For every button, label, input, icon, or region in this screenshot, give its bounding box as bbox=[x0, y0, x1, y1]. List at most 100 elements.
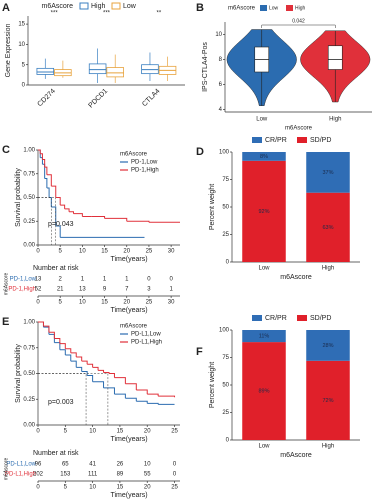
survival-step bbox=[81, 370, 88, 376]
risk-count: 26 bbox=[117, 462, 124, 468]
x-tick-label: 10 bbox=[89, 429, 96, 435]
survival-step bbox=[87, 363, 94, 368]
y-tick-label: 25 bbox=[222, 410, 229, 416]
survival-step bbox=[109, 373, 115, 378]
x-tick-label: 10 bbox=[79, 249, 86, 255]
x-tick-label: 15 bbox=[117, 429, 124, 435]
x-tick-label: 20 bbox=[144, 485, 151, 491]
y-tick-label: 75 bbox=[222, 177, 229, 183]
bar-segment bbox=[306, 360, 350, 440]
survival-step bbox=[114, 377, 126, 384]
risk-count: 89 bbox=[117, 472, 124, 478]
y-tick-label: 1.00 bbox=[23, 148, 35, 154]
risk-row-label: PD-1,Low bbox=[10, 277, 37, 283]
risk-count: 52 bbox=[35, 287, 42, 293]
survival-step bbox=[92, 381, 105, 388]
survival-step bbox=[125, 383, 137, 390]
value-label: 8% bbox=[260, 154, 268, 160]
survival-step bbox=[54, 342, 61, 350]
risk-count: 9 bbox=[103, 287, 107, 293]
survival-step bbox=[76, 356, 83, 362]
legend-label: Low bbox=[269, 5, 279, 11]
x-tick-label: 20 bbox=[123, 300, 130, 306]
x-tick-label: 0 bbox=[36, 429, 40, 435]
y-tick-label: 15 bbox=[18, 22, 25, 28]
survival-step bbox=[87, 375, 94, 382]
y-tick-label: 0 bbox=[22, 83, 26, 89]
survival-step bbox=[104, 217, 128, 222]
risk-count: 111 bbox=[88, 472, 98, 478]
survival-step bbox=[91, 216, 106, 219]
median-line bbox=[38, 197, 56, 245]
y-tick-label: 6 bbox=[219, 82, 223, 88]
x-axis-label: m6Ascore bbox=[280, 452, 312, 459]
legend-swatch bbox=[79, 2, 89, 10]
survival-step bbox=[48, 331, 55, 339]
x-tick-label: 25 bbox=[146, 249, 153, 255]
y-tick-label: 0.75 bbox=[23, 345, 35, 351]
y-axis-label: Percent weight bbox=[209, 362, 216, 408]
y-tick-label: 0 bbox=[226, 260, 230, 266]
bar-segment bbox=[242, 160, 286, 262]
risk-count: 0 bbox=[173, 462, 177, 468]
panel-label: E bbox=[2, 316, 9, 328]
panel-label: B bbox=[196, 2, 204, 14]
survival-step bbox=[44, 178, 48, 188]
risk-count: 3 bbox=[147, 287, 151, 293]
survival-step bbox=[49, 197, 52, 207]
x-tick-label: 0 bbox=[36, 249, 40, 255]
survival-step bbox=[158, 395, 176, 398]
bar-segment bbox=[306, 152, 350, 193]
x-tick-label: 25 bbox=[171, 485, 178, 491]
y-tick-label: 50 bbox=[222, 205, 229, 211]
y-axis-label: Survival probability bbox=[15, 344, 22, 403]
box bbox=[88, 63, 107, 75]
value-label: 37% bbox=[322, 170, 333, 176]
x-tick-label: 10 bbox=[89, 485, 96, 491]
y-tick-label: 75 bbox=[222, 355, 229, 361]
risk-count: 55 bbox=[144, 472, 151, 478]
risk-count: 10 bbox=[144, 462, 151, 468]
survival-step bbox=[69, 211, 74, 214]
box bbox=[327, 45, 343, 70]
legend-label: SD/PD bbox=[310, 315, 331, 322]
risk-count: 1 bbox=[81, 277, 85, 283]
survival-step bbox=[73, 213, 83, 217]
y-tick-label: 0.50 bbox=[23, 195, 35, 201]
bar-segment bbox=[306, 192, 350, 262]
x-axis-label: m6Ascore bbox=[285, 126, 313, 132]
legend-title: m6Ascore bbox=[120, 152, 148, 158]
x-tick-label: 0 bbox=[36, 485, 40, 491]
y-tick-label: 8 bbox=[219, 57, 223, 63]
x-tick-label: 5 bbox=[59, 249, 63, 255]
x-tick-label: Low bbox=[256, 117, 268, 123]
y-tick-label: 0.50 bbox=[23, 371, 35, 377]
survival-step bbox=[55, 225, 61, 238]
survival-step bbox=[147, 402, 159, 405]
x-tick-label: 20 bbox=[123, 249, 130, 255]
legend-title: m6Ascore bbox=[41, 3, 73, 10]
legend-swatch bbox=[286, 5, 293, 11]
p-value: p=0.043 bbox=[48, 221, 74, 228]
y-axis-label: Percent weight bbox=[209, 184, 216, 230]
legend-label: PD-1,Low bbox=[131, 160, 158, 166]
survival-step bbox=[70, 352, 77, 358]
x-tick-label: 25 bbox=[146, 300, 153, 306]
survival-step bbox=[48, 333, 55, 343]
bar-segment bbox=[242, 330, 286, 343]
legend-label: CR/PR bbox=[265, 137, 287, 144]
median-line bbox=[38, 373, 87, 425]
x-tick-label: 10 bbox=[79, 300, 86, 306]
panel-label: A bbox=[2, 2, 10, 14]
x-tick-label: 5 bbox=[59, 300, 63, 306]
survival-step bbox=[70, 360, 77, 368]
box bbox=[36, 67, 55, 75]
survival-step bbox=[98, 369, 105, 373]
x-tick-label: 20 bbox=[144, 429, 151, 435]
survival-step bbox=[126, 220, 150, 223]
risk-count: 7 bbox=[125, 287, 129, 293]
legend-label: PD-L1,Low bbox=[131, 332, 161, 338]
survival-step bbox=[38, 321, 44, 328]
x-axis-label: Time(years) bbox=[110, 307, 147, 314]
survival-step bbox=[59, 349, 66, 355]
